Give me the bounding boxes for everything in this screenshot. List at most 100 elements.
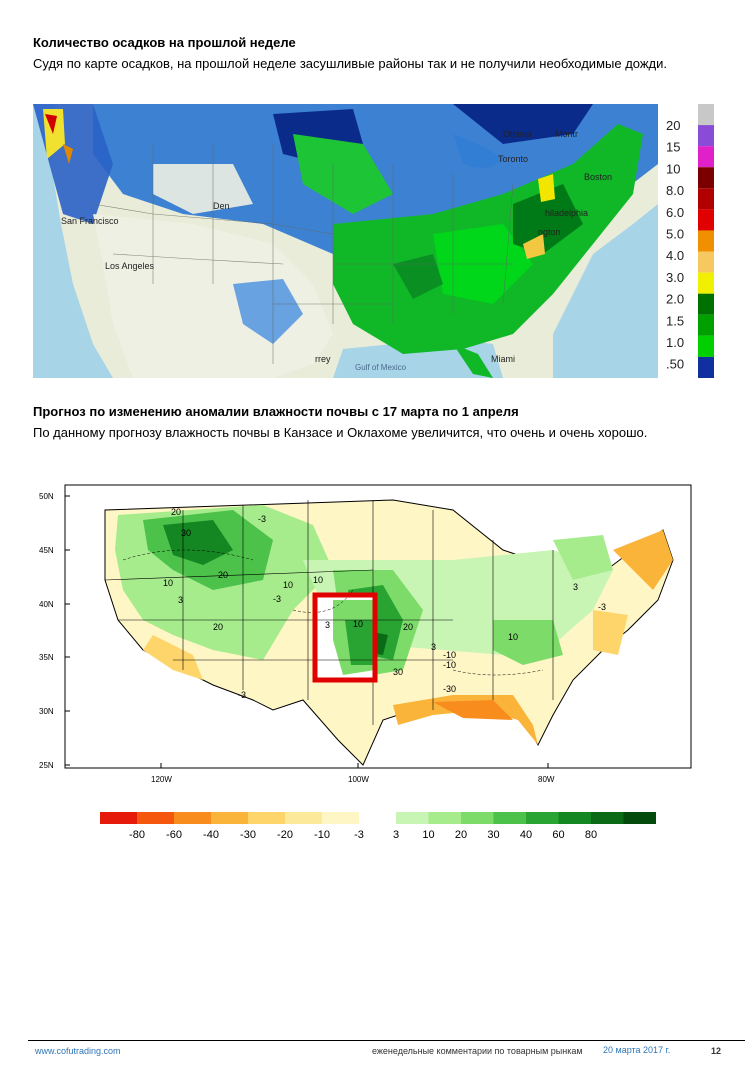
city-label: Toronto	[498, 154, 528, 164]
legend-swatch	[285, 812, 322, 824]
contour-label: 30	[181, 528, 191, 538]
contour-label: 3	[431, 642, 436, 652]
legend-swatch	[698, 104, 714, 126]
footer-date: 20 марта 2017 г.	[603, 1045, 671, 1055]
legend-value: -10	[314, 829, 330, 841]
legend-value: -20	[277, 829, 293, 841]
highlight-box	[312, 592, 378, 683]
legend-value: -40	[203, 829, 219, 841]
legend-value: 20	[666, 118, 680, 133]
contour-label: -30	[443, 684, 456, 694]
legend-swatch	[428, 812, 461, 824]
city-label: Montr	[555, 129, 578, 139]
legend-value: 20	[455, 829, 467, 841]
legend-value: 80	[585, 829, 597, 841]
contour-label: 20	[213, 622, 223, 632]
legend-swatch	[211, 812, 248, 824]
legend-value: 8.0	[666, 183, 684, 198]
legend-value: 10	[666, 161, 680, 176]
legend-swatch	[526, 812, 559, 824]
legend-swatch	[698, 209, 714, 231]
legend-swatch	[698, 188, 714, 210]
legend-swatch	[137, 812, 174, 824]
lat-tick-label: 35N	[39, 653, 54, 662]
lon-tick-label: 120W	[151, 775, 172, 784]
water-label: Gulf of Mexico	[355, 363, 407, 372]
legend-swatch	[100, 812, 137, 824]
city-label: hiladelphia	[545, 208, 588, 218]
legend-swatch	[461, 812, 494, 824]
contour-label: -3	[598, 602, 606, 612]
contour-label: 3	[178, 595, 183, 605]
city-label: Miami	[491, 354, 515, 364]
legend-swatch	[396, 812, 429, 824]
legend-swatch	[322, 812, 359, 824]
legend-value: 3	[393, 829, 399, 841]
contour-label: -10	[443, 650, 456, 660]
legend-value: 10	[422, 829, 434, 841]
legend-value: 4.0	[666, 248, 684, 263]
legend-value: 60	[552, 829, 564, 841]
lat-tick-label: 25N	[39, 761, 54, 770]
footer-title: еженедельные комментарии по товарным рын…	[372, 1046, 583, 1056]
legend-swatch	[174, 812, 211, 824]
legend-swatch	[493, 812, 526, 824]
legend-swatch	[698, 335, 714, 357]
legend-value: 30	[487, 829, 499, 841]
contour-label: 3	[573, 582, 578, 592]
footer-divider	[28, 1040, 745, 1041]
city-label: Los Angeles	[105, 261, 155, 271]
section2-heading: Прогноз по изменению аномалии влажности …	[33, 404, 519, 419]
contour-label: 20	[218, 570, 228, 580]
contour-label: 20	[171, 507, 181, 517]
section1-text: Судя по карте осадков, на прошлой неделе…	[33, 56, 668, 71]
contour-label: -10	[443, 660, 456, 670]
lat-tick-label: 40N	[39, 600, 54, 609]
legend-swatch	[698, 293, 714, 315]
legend-value: -3	[354, 829, 364, 841]
contour-label: 30	[393, 667, 403, 677]
legend-value: 2.0	[666, 292, 684, 307]
city-label: rrey	[315, 354, 331, 364]
contour-label: -3	[273, 594, 281, 604]
lat-tick-label: 50N	[39, 492, 54, 501]
precip-legend: 20 15 10 8.0 6.0 5.0 4.0 3.0 2.0 1.5 1.0 .50	[658, 104, 716, 378]
legend-swatch	[698, 167, 714, 189]
contour-label: 10	[353, 619, 363, 629]
city-label: Den	[213, 201, 230, 211]
legend-swatch	[698, 272, 714, 294]
section2-text: По данному прогнозу влажность почвы в Ка…	[33, 425, 648, 440]
contour-label: 10	[313, 575, 323, 585]
contour-label: 10	[163, 578, 173, 588]
city-label: Ottawa	[503, 129, 532, 139]
lon-tick-label: 100W	[348, 775, 369, 784]
legend-swatch	[698, 251, 714, 273]
soil-legend: -80 -60 -40 -30 -20 -10 -3 3 10 20 30 40 60 80	[100, 812, 656, 841]
lat-tick-label: 45N	[39, 546, 54, 555]
legend-value: 3.0	[666, 270, 684, 285]
page-number: 12	[711, 1046, 722, 1056]
legend-value: 15	[666, 140, 680, 155]
legend-swatch	[698, 314, 714, 336]
legend-value: .50	[666, 357, 684, 372]
city-label: ngton	[538, 227, 561, 237]
lat-tick-label: 30N	[39, 707, 54, 716]
legend-swatch	[698, 125, 714, 147]
precipitation-map: Ottawa Montr Toronto Boston hiladelphia …	[33, 104, 716, 378]
city-label: San Francisco	[61, 216, 119, 226]
legend-value: 40	[520, 829, 532, 841]
legend-swatch	[698, 230, 714, 252]
contour-label: -3	[238, 690, 246, 700]
city-label: Boston	[584, 172, 612, 182]
contour-label: 3	[325, 620, 330, 630]
legend-value: 1.5	[666, 313, 684, 328]
legend-value: 1.0	[666, 335, 684, 350]
contour-label: 10	[508, 632, 518, 642]
legend-value: -80	[129, 829, 145, 841]
legend-value: -60	[166, 829, 182, 841]
footer-url[interactable]: www.cofutrading.com	[35, 1046, 121, 1056]
legend-value: -30	[240, 829, 256, 841]
legend-swatch	[591, 812, 624, 824]
contour-label: -3	[258, 514, 266, 524]
